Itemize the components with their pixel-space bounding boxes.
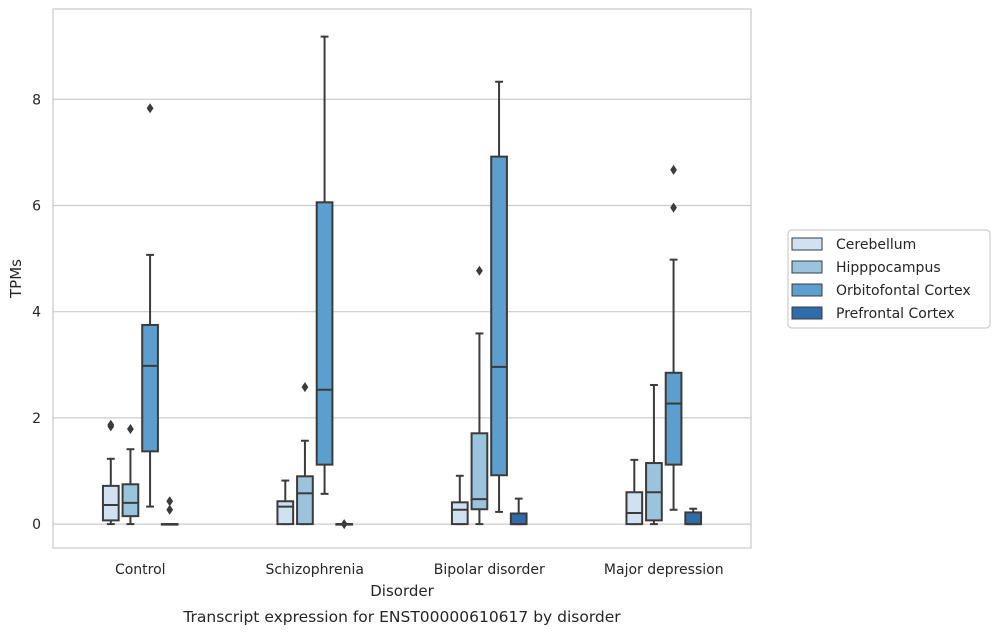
box xyxy=(490,155,508,477)
box-group xyxy=(509,497,528,526)
box xyxy=(101,484,120,522)
outlier-point xyxy=(340,519,348,530)
outlier-point xyxy=(670,202,677,213)
box-group xyxy=(490,80,508,513)
box xyxy=(664,371,683,466)
box xyxy=(276,500,295,526)
box xyxy=(509,512,528,526)
y-axis-label: TPMs xyxy=(7,259,25,299)
legend-swatch xyxy=(791,237,823,251)
box-group xyxy=(315,35,334,495)
box xyxy=(450,501,469,526)
box-group xyxy=(664,164,683,511)
legend-entry-label: Hipppocampus xyxy=(836,260,941,276)
box-group xyxy=(335,519,354,530)
x-tick-label: Bipolar disorder xyxy=(434,562,545,578)
box-group xyxy=(160,496,179,526)
box-group xyxy=(684,507,703,526)
legend: Cerebellum Hipppocampus Orbitofontal Corte… xyxy=(787,229,991,329)
box xyxy=(470,432,489,511)
outlier-point xyxy=(166,496,174,507)
y-tick-label: 0 xyxy=(32,517,41,533)
box xyxy=(121,483,140,518)
box xyxy=(625,491,644,526)
x-tick-label: Major depression xyxy=(604,562,724,578)
legend-entry-label: Cerebellum xyxy=(836,237,916,253)
legend-swatch xyxy=(791,260,823,274)
box-group xyxy=(470,265,489,526)
box-group xyxy=(101,419,120,526)
y-tick-label: 8 xyxy=(32,92,41,108)
outlier-point xyxy=(301,382,309,393)
box-group xyxy=(121,424,140,526)
box-group xyxy=(625,458,644,526)
x-axis-label: Disorder xyxy=(370,582,434,600)
box-group xyxy=(296,382,314,526)
x-tick-labels: Control Schizophrenia Bipolar disorder Majo… xyxy=(115,562,724,578)
x-tick-label: Control xyxy=(115,562,166,578)
box-group xyxy=(450,474,469,526)
x-tick-label: Schizophrenia xyxy=(266,562,364,578)
y-tick-labels: 0 2 4 6 8 xyxy=(32,92,41,533)
grid-lines xyxy=(53,98,751,525)
box xyxy=(141,323,159,453)
box-group xyxy=(276,479,295,526)
box xyxy=(684,511,703,526)
box xyxy=(296,475,314,526)
box-group xyxy=(645,383,663,526)
plot-area xyxy=(101,35,703,530)
outlier-point xyxy=(476,265,483,276)
legend-entry-label: Orbitofontal Cortex xyxy=(836,283,971,299)
outlier-point xyxy=(127,424,134,435)
box xyxy=(315,201,334,466)
legend-swatch xyxy=(791,306,823,320)
box-group xyxy=(141,103,159,508)
legend-entry-label: Prefrontal Cortex xyxy=(836,306,955,322)
outlier-point xyxy=(107,419,115,430)
outlier-point xyxy=(166,504,174,515)
plot-frame xyxy=(52,8,752,549)
legend-swatch xyxy=(791,283,823,297)
chart-title: Transcript expression for ENST0000061061… xyxy=(182,608,621,626)
outlier-point xyxy=(146,103,154,114)
legend-frame xyxy=(787,229,991,329)
outlier-point xyxy=(670,164,677,175)
y-tick-label: 6 xyxy=(32,198,41,214)
y-tick-label: 4 xyxy=(32,305,41,321)
y-tick-label: 2 xyxy=(32,411,41,427)
